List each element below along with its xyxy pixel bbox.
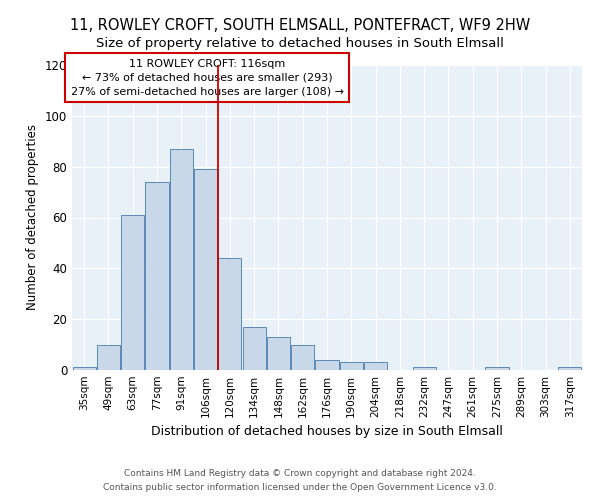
Text: Size of property relative to detached houses in South Elmsall: Size of property relative to detached ho… [96,38,504,51]
Bar [316,360,338,370]
Bar [145,182,169,370]
Bar [413,368,436,370]
Bar [340,362,363,370]
Bar [242,327,266,370]
X-axis label: Distribution of detached houses by size in South Elmsall: Distribution of detached houses by size … [151,426,503,438]
Text: 11 ROWLEY CROFT: 116sqm
← 73% of detached houses are smaller (293)
27% of semi-d: 11 ROWLEY CROFT: 116sqm ← 73% of detache… [71,59,344,97]
Bar [218,258,241,370]
Text: Contains HM Land Registry data © Crown copyright and database right 2024.: Contains HM Land Registry data © Crown c… [124,468,476,477]
Bar [291,344,314,370]
Bar [97,344,120,370]
Bar [170,149,193,370]
Bar [559,368,581,370]
Bar [73,368,95,370]
Text: 11, ROWLEY CROFT, SOUTH ELMSALL, PONTEFRACT, WF9 2HW: 11, ROWLEY CROFT, SOUTH ELMSALL, PONTEFR… [70,18,530,32]
Bar [267,337,290,370]
Bar [364,362,387,370]
Text: Contains public sector information licensed under the Open Government Licence v3: Contains public sector information licen… [103,484,497,492]
Bar [485,368,509,370]
Bar [121,215,144,370]
Y-axis label: Number of detached properties: Number of detached properties [26,124,39,310]
Bar [194,169,217,370]
